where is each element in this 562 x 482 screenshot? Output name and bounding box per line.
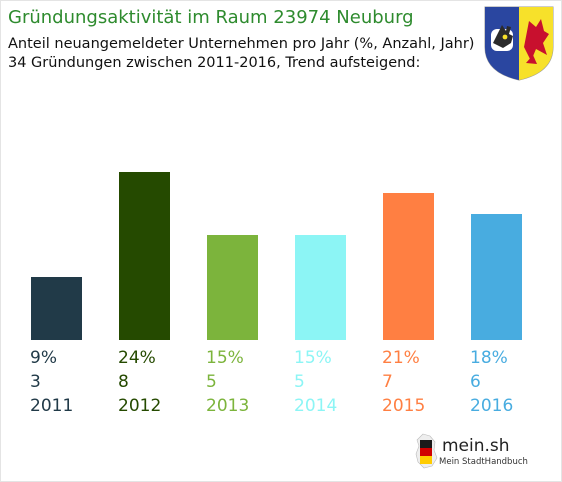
bar-2011 xyxy=(31,277,82,340)
logo-tagline: Mein StadtHandbuch xyxy=(439,457,528,467)
bar-2013 xyxy=(207,235,258,340)
logo-name: mein.sh xyxy=(442,436,510,456)
count-label-2015: 7 xyxy=(382,372,393,392)
bar-2012 xyxy=(119,172,170,340)
count-label-2014: 5 xyxy=(294,372,305,392)
count-label-2013: 5 xyxy=(206,372,217,392)
year-label-2011: 2011 xyxy=(30,396,74,416)
bar-2014 xyxy=(295,235,346,340)
percent-label-2015: 21% xyxy=(382,348,420,368)
chart-summary: 34 Gründungen zwischen 2011-2016, Trend … xyxy=(8,55,421,71)
year-label-2014: 2014 xyxy=(294,396,338,416)
percent-label-2012: 24% xyxy=(118,348,156,368)
year-label-2016: 2016 xyxy=(470,396,514,416)
bar-2015 xyxy=(383,193,434,340)
percent-label-2011: 9% xyxy=(30,348,57,368)
coat-of-arms-icon xyxy=(484,6,554,81)
count-label-2011: 3 xyxy=(30,372,41,392)
count-label-2016: 6 xyxy=(470,372,481,392)
year-label-2013: 2013 xyxy=(206,396,250,416)
bar-2016 xyxy=(471,214,522,340)
percent-label-2014: 15% xyxy=(294,348,332,368)
chart-subtitle: Anteil neuangemeldeter Unternehmen pro J… xyxy=(8,36,475,52)
chart-title: Gründungsaktivität im Raum 23974 Neuburg xyxy=(8,7,414,28)
year-label-2015: 2015 xyxy=(382,396,426,416)
percent-label-2013: 15% xyxy=(206,348,244,368)
germany-map-icon xyxy=(415,433,438,469)
count-label-2012: 8 xyxy=(118,372,129,392)
year-label-2012: 2012 xyxy=(118,396,162,416)
percent-label-2016: 18% xyxy=(470,348,508,368)
mein-sh-logo: mein.sh Mein StadtHandbuch xyxy=(413,432,528,472)
